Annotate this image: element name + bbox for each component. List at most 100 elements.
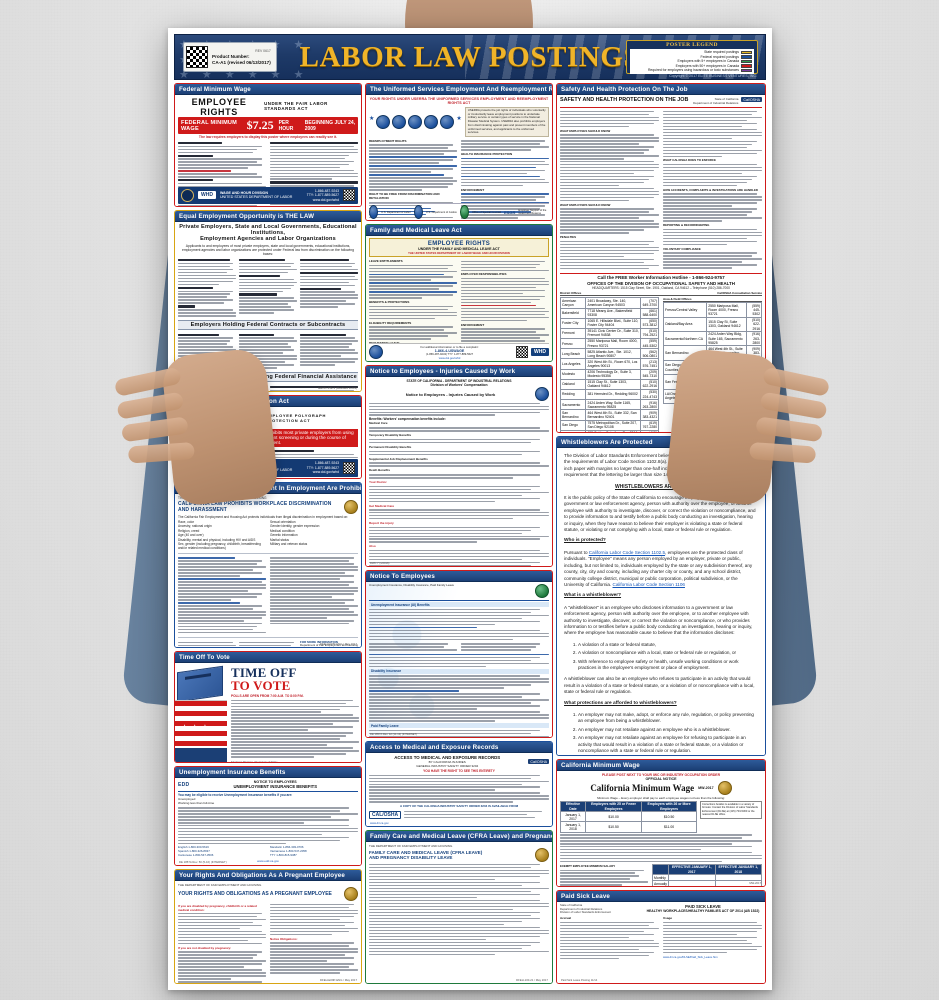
table-row: Los Angeles 320 West 4th St., Room 670, L… bbox=[559, 358, 660, 370]
poster-column-3: Safety And Health Protection On The Job … bbox=[556, 83, 766, 984]
agency-seal-icon bbox=[440, 114, 455, 129]
qr-code-icon bbox=[343, 189, 355, 202]
eeo-subtitle-2: Employment Agencies and Labor Organizati… bbox=[200, 236, 336, 242]
fmw-wage-per: PER HOUR bbox=[278, 119, 294, 132]
cfra-headline-2: AND PREGNANCY DISABILITY LEAVE bbox=[369, 855, 453, 860]
vote-notice: POLLS ARE OPEN FROM 7:00 A.M. TO 8:00 P.… bbox=[231, 694, 304, 698]
sh-state: State of California bbox=[714, 97, 739, 101]
eeo-subtitle-1: Private Employers, State and Local Gover… bbox=[179, 224, 357, 236]
legend-swatch bbox=[741, 64, 752, 68]
mer-sub2: GENERAL INDUSTRY SAFETY ORDER 3204 bbox=[416, 764, 479, 768]
dfeh-categories-1: Race, color Ancestry, national origin Re… bbox=[178, 520, 266, 551]
poster-column-2: The Uniformed Services Employment And Re… bbox=[365, 83, 553, 984]
userra-agency-3: Office of Special Counsel bbox=[471, 210, 502, 214]
nte-section-3: Paid Family Leave bbox=[369, 723, 549, 729]
product-number: CA-A1 (revised 06/13/2017) bbox=[212, 60, 271, 65]
preg-col-left: If you are disabled by pregnancy, childb… bbox=[178, 903, 266, 984]
psl-state: State of California bbox=[560, 903, 583, 907]
list-item: An employer may not make, adopt, or enfo… bbox=[578, 712, 758, 725]
dfeh-protected-heading: The California Fair Employment and Housi… bbox=[178, 515, 349, 519]
ui-website: www.edd.ca.gov bbox=[257, 858, 279, 863]
office-city: San Francisco bbox=[559, 429, 587, 432]
calosha-badge: Cal/OSHA bbox=[741, 97, 762, 103]
agency-seal-icon bbox=[392, 114, 407, 129]
dol-seal-icon bbox=[181, 188, 194, 202]
phone: 1-866-487-9243 bbox=[314, 461, 339, 466]
injuries-subhead-1: Your Doctor bbox=[369, 480, 387, 485]
office-city: Sacramento/Northern CA bbox=[662, 331, 708, 347]
agency-name: WAGE AND HOUR DIVISION bbox=[219, 190, 268, 195]
office-city: Bakersfield bbox=[559, 307, 587, 319]
column-header: Effective Date bbox=[560, 800, 586, 813]
cmw-headline-sub: MW-2017 bbox=[698, 786, 714, 790]
office-address: 1515 Clay St, Suite 1303, Oakland 94612 bbox=[706, 316, 747, 333]
poster-legend: POSTER LEGEND State required postings Fe… bbox=[626, 40, 758, 74]
office-city: San Bernardino bbox=[559, 409, 587, 421]
fmw-headline-sub: UNDER THE FAIR LABOR STANDARDS ACT bbox=[264, 101, 328, 111]
table-row: Sacramento/Northern CA 2424 Arden Way Bld… bbox=[662, 331, 763, 347]
flag-stars: ★★★ bbox=[181, 723, 212, 732]
office-phone: (510) 794-2521 bbox=[639, 327, 660, 340]
office-phone: (619) 767-2280 bbox=[639, 419, 660, 431]
office-address: 2401 Broadway, Ste. 140, American Canyon… bbox=[585, 297, 641, 309]
section-fmla: Family and Medical Leave Act EMPLOYEE RI… bbox=[365, 224, 553, 362]
userra-agency-1: U.S. Department of Labor bbox=[381, 210, 411, 214]
office-phone: (559) 445-5302 bbox=[745, 302, 763, 318]
injuries-line-2: Division of Workers' Compensation bbox=[430, 383, 488, 387]
ui-contacts-right: Mandarin 1-866-303-0706 Vietnamese 1-800… bbox=[270, 845, 358, 858]
preg-subhead-3: Notice Obligations: bbox=[270, 936, 298, 941]
fmw-headline: EMPLOYEE RIGHTS bbox=[191, 97, 247, 117]
sh-col-head-3: Area & Field Offices bbox=[663, 297, 762, 303]
whd-brand: WHD bbox=[531, 348, 549, 356]
table-row: Sacramento 2424 Arden Way, Suite 1165, Sa… bbox=[559, 399, 660, 411]
psl-website[interactable]: www.dir.ca.gov/DLSE/Paid_Sick_Leave.htm bbox=[663, 954, 718, 959]
table-row: San Francisco455 Golden Gate Ave., Rm. 9… bbox=[559, 429, 660, 432]
agency-seal-icon bbox=[424, 114, 439, 129]
wb-a-protected: Pursuant to California Labor Code Sectio… bbox=[564, 550, 758, 588]
userra-col-right: HEALTH INSURANCE PROTECTION ENFORCEMENT … bbox=[461, 139, 549, 220]
psl-dept: Department of Industrial Relations bbox=[560, 906, 603, 911]
legend-item-label: Employers with 50+ employees in Canada bbox=[675, 63, 739, 68]
section-injuries-caused-by-work: Notice to Employees - Injuries Caused by… bbox=[365, 365, 553, 567]
nte-form-number: DE 1857A Rev. 42 (11-13) (INTERNET) bbox=[370, 733, 418, 736]
list-item: Cantonese 1-800-547-3506 bbox=[178, 852, 214, 857]
eeo-ff-col-2 bbox=[270, 384, 358, 391]
psl-col-left: Accrual bbox=[560, 916, 659, 960]
list-item: Military and veteran status bbox=[270, 542, 308, 547]
labor-code-link[interactable]: California Labor Code Section 1102.5 bbox=[588, 549, 666, 555]
cfra-headline-1: FAMILY CARE AND MEDICAL LEAVE (CFRA LEAV… bbox=[369, 850, 483, 855]
injuries-line-3: Notice to Employees - Injuries Caused by… bbox=[405, 391, 496, 397]
product-number-box: REV 0617 Product Number: CA-A1 (revised … bbox=[183, 42, 277, 72]
office-address: 2550 Mariposa Mall, Room 4000, Fresno 93… bbox=[585, 338, 641, 350]
wb-policy: It is the public policy of the State of … bbox=[564, 495, 756, 533]
preg-form-number: DFEH-E09P-ENG / May 2017 bbox=[320, 978, 357, 982]
list-item: Gender identity, gender expression bbox=[270, 524, 320, 529]
eeo-col-3 bbox=[300, 258, 358, 319]
list-item: Age (40 and over) bbox=[178, 533, 204, 538]
office-phone: (909) 383-4321 bbox=[639, 409, 660, 421]
injuries-subhead-3: Report the injury bbox=[369, 521, 394, 525]
sh-subhead-1: WHAT EMPLOYEES SHOULD KNOW bbox=[560, 128, 611, 133]
section-title: Whistleblowers Are Protected bbox=[557, 437, 765, 448]
wb-center-head: WHISTLEBLOWERS ARE PROTECTED bbox=[614, 483, 708, 490]
fmw-red-banner: The law requires employers to display th… bbox=[198, 135, 338, 140]
office-phone: (650) 573-3812 bbox=[639, 317, 660, 329]
state-seal-icon bbox=[717, 781, 732, 795]
office-phone: (562) 506-0801 bbox=[639, 348, 660, 360]
office-phone: (916) 263-2800 bbox=[639, 399, 660, 411]
section-title: Notice to Employees - Injuries Caused by… bbox=[366, 366, 552, 377]
dfeh-filing bbox=[239, 640, 297, 647]
table-row: Fremont 39141 Civic Center Dr., Suite 310… bbox=[559, 327, 660, 340]
exempt-salary-table: EFFECTIVE JANUARY 1, 2017 EFFECTIVE JANU… bbox=[651, 863, 762, 886]
copyright-line: Copyright © 2017 ELITE BUSINESS VENTURES… bbox=[669, 74, 757, 78]
sh-consult: Cal/OSHA Consultation Service bbox=[717, 291, 762, 296]
fmla-footer-web: www.dol.gov/whd bbox=[438, 355, 461, 360]
labor-code-link-2[interactable]: California Labor Code Section 1106 bbox=[612, 581, 685, 587]
fmla-subhead-2: BENEFITS & PROTECTIONS bbox=[369, 300, 410, 305]
ui-form-number: DE 1857A Rev. 50 (5-16) (INTERNET) bbox=[179, 860, 227, 864]
eeo-band-2: Programs or Activities Receiving Federal… bbox=[179, 374, 357, 381]
office-phone: (916) 263-2800 bbox=[745, 331, 763, 347]
list-item: Working less than full-time bbox=[178, 801, 215, 806]
psl-form-number: Paid Sick Leave Posting 11/14 bbox=[561, 979, 598, 982]
qr-code-icon bbox=[343, 461, 355, 474]
